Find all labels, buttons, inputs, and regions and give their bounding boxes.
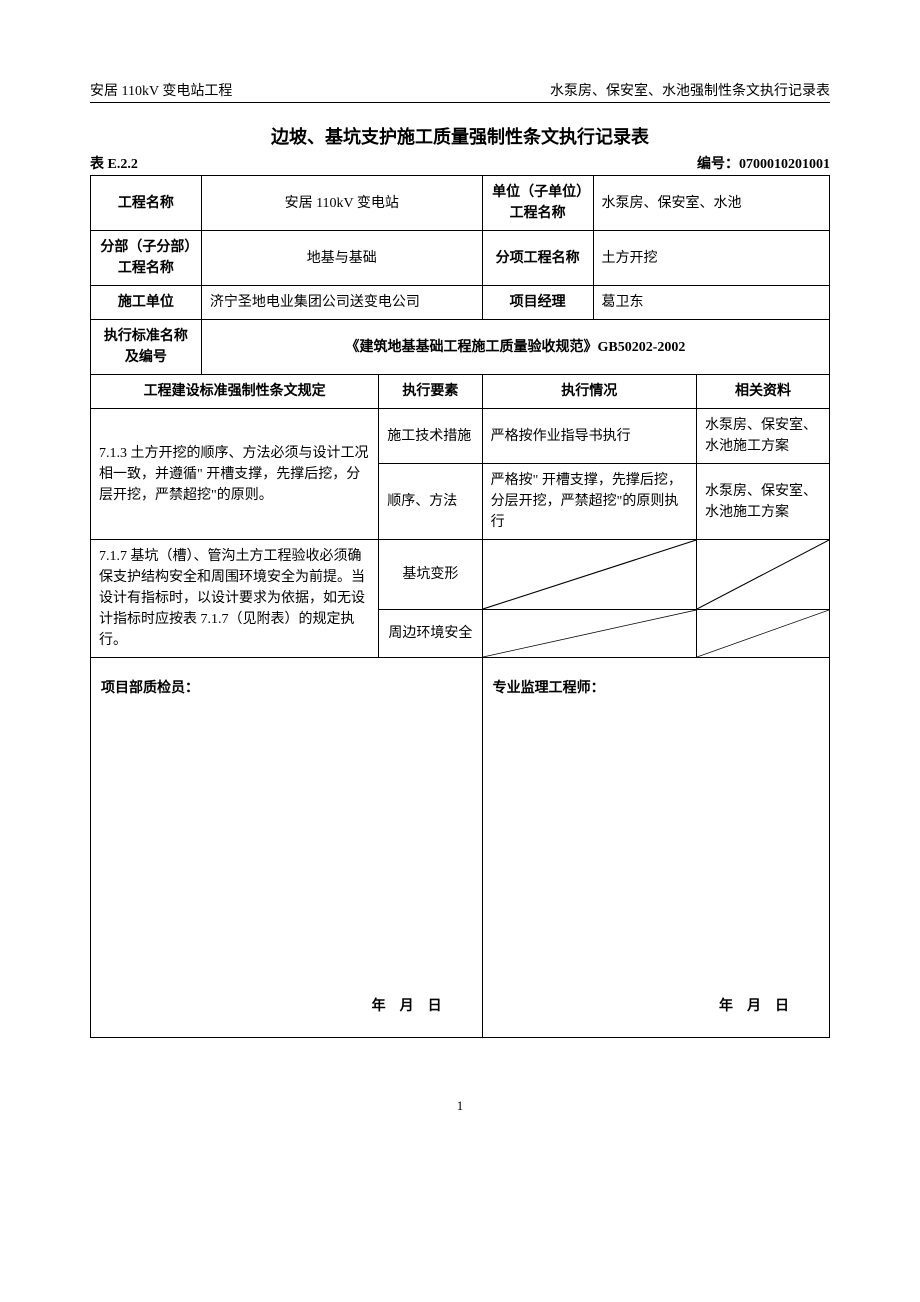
- page-number: 1: [90, 1098, 830, 1114]
- label-unit-project: 单位（子单位）工程名称: [482, 176, 593, 231]
- element-717a: 基坑变形: [379, 540, 482, 610]
- label-project-name: 工程名称: [91, 176, 202, 231]
- status-717a-empty: [482, 540, 696, 610]
- signature-row: 项目部质检员： 年 月 日 专业监理工程师： 年 月 日: [91, 658, 830, 1038]
- subheader: 表 E.2.2 编号：0700010201001: [90, 153, 830, 173]
- ref-713a: 水泵房、保安室、水池施工方案: [696, 409, 829, 464]
- header-right: 水泵房、保安室、水池强制性条文执行记录表: [550, 80, 830, 100]
- ref-713b: 水泵房、保安室、水池施工方案: [696, 464, 829, 540]
- value-itemproject: 土方开挖: [593, 231, 830, 286]
- signature-left-cell: 项目部质检员： 年 月 日: [91, 658, 483, 1038]
- value-unit-project: 水泵房、保安室、水池: [593, 176, 830, 231]
- col-ref: 相关资料: [696, 375, 829, 409]
- qc-inspector-label: 项目部质检员：: [101, 678, 472, 699]
- element-717b: 周边环境安全: [379, 610, 482, 658]
- info-row-1: 工程名称 安居 110kV 变电站 单位（子单位）工程名称 水泵房、保安室、水池: [91, 176, 830, 231]
- value-contractor: 济宁圣地电业集团公司送变电公司: [201, 286, 482, 320]
- ref-717a-empty: [696, 540, 829, 610]
- value-project-name: 安居 110kV 变电站: [201, 176, 482, 231]
- ref-717b-empty: [696, 610, 829, 658]
- label-manager: 项目经理: [482, 286, 593, 320]
- element-713a: 施工技术措施: [379, 409, 482, 464]
- rule-row-717a: 7.1.7 基坑（槽）、管沟土方工程验收必须确保支护结构安全和周围环境安全为前提…: [91, 540, 830, 610]
- header-left: 安居 110kV 变电站工程: [90, 80, 232, 100]
- diagonal-icon: [697, 610, 829, 657]
- supervisor-label: 专业监理工程师：: [493, 678, 819, 699]
- value-subproject: 地基与基础: [201, 231, 482, 286]
- qc-date: 年 月 日: [372, 996, 442, 1017]
- element-713b: 顺序、方法: [379, 464, 482, 540]
- document-number: 编号：0700010201001: [697, 153, 830, 173]
- diagonal-icon: [697, 540, 829, 609]
- value-standard: 《建筑地基基础工程施工质量验收规范》GB50202-2002: [201, 320, 829, 375]
- table-code: 表 E.2.2: [90, 153, 138, 173]
- page-header: 安居 110kV 变电站工程 水泵房、保安室、水池强制性条文执行记录表: [90, 80, 830, 103]
- info-row-3: 施工单位 济宁圣地电业集团公司送变电公司 项目经理 葛卫东: [91, 286, 830, 320]
- col-rule: 工程建设标准强制性条文规定: [91, 375, 379, 409]
- col-element: 执行要素: [379, 375, 482, 409]
- diagonal-icon: [483, 610, 696, 657]
- info-row-4: 执行标准名称及编号 《建筑地基基础工程施工质量验收规范》GB50202-2002: [91, 320, 830, 375]
- label-standard: 执行标准名称及编号: [91, 320, 202, 375]
- col-status: 执行情况: [482, 375, 696, 409]
- signature-right-cell: 专业监理工程师： 年 月 日: [482, 658, 829, 1038]
- supervisor-date: 年 月 日: [719, 996, 789, 1017]
- document-title: 边坡、基坑支护施工质量强制性条文执行记录表: [90, 123, 830, 149]
- column-header-row: 工程建设标准强制性条文规定 执行要素 执行情况 相关资料: [91, 375, 830, 409]
- status-717b-empty: [482, 610, 696, 658]
- rule-713-text: 7.1.3 土方开挖的顺序、方法必须与设计工况相一致，并遵循" 开槽支撑，先撑后…: [91, 409, 379, 540]
- label-subproject: 分部（子分部）工程名称: [91, 231, 202, 286]
- info-row-2: 分部（子分部）工程名称 地基与基础 分项工程名称 土方开挖: [91, 231, 830, 286]
- label-itemproject: 分项工程名称: [482, 231, 593, 286]
- label-contractor: 施工单位: [91, 286, 202, 320]
- rule-row-713a: 7.1.3 土方开挖的顺序、方法必须与设计工况相一致，并遵循" 开槽支撑，先撑后…: [91, 409, 830, 464]
- value-manager: 葛卫东: [593, 286, 830, 320]
- status-713a: 严格按作业指导书执行: [482, 409, 696, 464]
- diagonal-icon: [483, 540, 696, 609]
- record-table: 工程名称 安居 110kV 变电站 单位（子单位）工程名称 水泵房、保安室、水池…: [90, 175, 830, 1038]
- status-713b: 严格按" 开槽支撑，先撑后挖，分层开挖，严禁超挖"的原则执行: [482, 464, 696, 540]
- rule-717-text: 7.1.7 基坑（槽）、管沟土方工程验收必须确保支护结构安全和周围环境安全为前提…: [91, 540, 379, 658]
